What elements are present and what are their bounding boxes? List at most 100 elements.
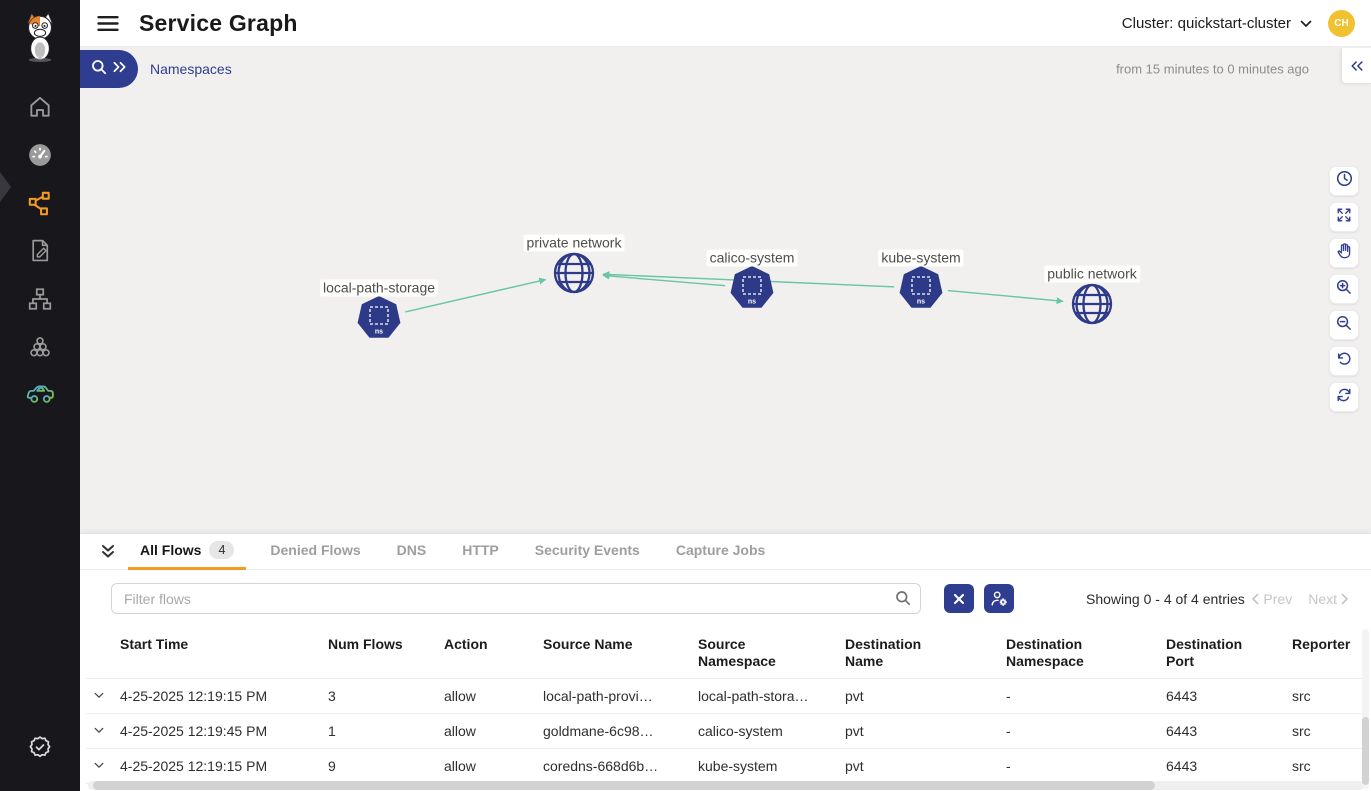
sidebar-item-network[interactable] <box>16 277 64 325</box>
tab-capture-jobs[interactable]: Capture Jobs <box>664 534 777 570</box>
expand-row-chevron-icon[interactable] <box>94 691 104 700</box>
customize-columns-button[interactable] <box>984 584 1014 613</box>
sidebar-nav <box>16 85 64 421</box>
graph-node-label-private-network[interactable]: private network <box>523 234 625 252</box>
cell-destination-name: pvt <box>837 748 998 784</box>
search-icon <box>91 59 107 80</box>
tab-denied-flows[interactable]: Denied Flows <box>258 534 372 570</box>
filter-flows-input[interactable] <box>111 583 921 614</box>
cell-reporter: src <box>1284 713 1366 749</box>
refresh-icon <box>1336 387 1352 408</box>
zoom-out-button[interactable] <box>1329 310 1359 340</box>
service-graph-icon <box>27 190 53 221</box>
tab-dns[interactable]: DNS <box>385 534 439 570</box>
next-page-button[interactable]: Next <box>1308 591 1349 607</box>
pagination: Prev Next <box>1251 591 1349 607</box>
pan-icon <box>1336 242 1352 264</box>
horizontal-scrollbar-thumb[interactable] <box>93 781 1155 790</box>
sidebar-footer <box>0 725 80 773</box>
cell-destination-name: pvt <box>837 678 998 714</box>
cell-action: allow <box>436 713 535 749</box>
graph-node-public-network[interactable] <box>1070 282 1114 326</box>
sidebar-item-badge-check[interactable] <box>16 725 64 773</box>
cell-reporter: src <box>1284 678 1366 714</box>
clear-filter-button[interactable] <box>944 584 974 613</box>
column-header-destination-port[interactable]: Destination Port <box>1158 626 1284 679</box>
expand-row-chevron-icon[interactable] <box>94 761 104 770</box>
network-icon <box>27 287 53 316</box>
zoom-out-icon <box>1336 315 1352 336</box>
cell-destination-port: 6443 <box>1158 748 1284 784</box>
graph-node-calico-system[interactable]: ns <box>730 266 774 310</box>
undo-button[interactable] <box>1329 346 1359 376</box>
expand-right-panel-button[interactable] <box>1341 48 1371 84</box>
tab-badge: 4 <box>209 541 235 559</box>
pan-button[interactable] <box>1329 238 1359 268</box>
cell-source-name: local-path-provi… <box>535 678 690 714</box>
tab-label: Denied Flows <box>270 542 361 558</box>
cell-action: allow <box>436 748 535 784</box>
search-icon <box>895 590 911 611</box>
column-header-destination-namespace[interactable]: Destination Namespace <box>998 626 1158 679</box>
prev-page-button[interactable]: Prev <box>1251 591 1292 607</box>
zoom-in-icon <box>1336 279 1352 300</box>
table-row: 4-25-2025 12:19:45 PM 1 allow goldmane-6c98… <box>86 713 1366 749</box>
graph-node-label-kube-system[interactable]: kube-system <box>878 249 964 267</box>
tab-label: Capture Jobs <box>675 542 766 558</box>
cell-start-time: 4-25-2025 12:19:15 PM <box>112 748 320 784</box>
svg-text:ns: ns <box>375 329 383 336</box>
car-icon <box>26 383 55 411</box>
graph-node-label-calico-system[interactable]: calico-system <box>706 249 798 267</box>
cell-destination-namespace: - <box>998 748 1158 784</box>
breadcrumb[interactable]: Namespaces <box>150 60 232 77</box>
sidebar-item-policies[interactable] <box>16 229 64 277</box>
flows-filter-row: Showing 0 - 4 of 4 entries Prev Next <box>80 570 1371 614</box>
graph-node-kube-system[interactable]: ns <box>899 266 943 310</box>
refresh-button[interactable] <box>1329 382 1359 412</box>
column-header-reporter[interactable]: Reporter <box>1284 626 1366 679</box>
top-header: Service Graph Cluster: quickstart-cluste… <box>80 0 1371 47</box>
expand-row-chevron-icon[interactable] <box>94 726 104 735</box>
graph-node-local-path-storage[interactable]: ns <box>357 296 401 340</box>
sidebar-item-service-graph[interactable] <box>16 181 64 229</box>
cell-source-name: goldmane-6c98… <box>535 713 690 749</box>
clock-button[interactable] <box>1329 166 1359 196</box>
graph-search-button[interactable] <box>80 50 138 88</box>
tab-all-flows[interactable]: All Flows 4 <box>128 534 247 570</box>
service-graph-canvas[interactable]: ns local-path-storage private network ns cal… <box>80 90 1371 533</box>
sidebar-item-clusters[interactable] <box>16 325 64 373</box>
cell-destination-name: pvt <box>837 713 998 749</box>
column-header-start-time[interactable]: Start Time <box>112 626 320 679</box>
dashboard-icon <box>27 142 53 173</box>
zoom-in-button[interactable] <box>1329 274 1359 304</box>
cell-action: allow <box>436 678 535 714</box>
horizontal-scrollbar[interactable] <box>88 781 1364 790</box>
svg-text:ns: ns <box>748 299 756 306</box>
hamburger-menu-icon[interactable] <box>97 15 119 32</box>
vertical-scrollbar-thumb[interactable] <box>1362 717 1369 785</box>
column-header-source-name[interactable]: Source Name <box>535 626 690 679</box>
graph-node-label-public-network[interactable]: public network <box>1044 265 1140 283</box>
avatar[interactable]: CH <box>1328 9 1355 37</box>
graph-node-private-network[interactable] <box>552 251 596 295</box>
expand-button[interactable] <box>1329 202 1359 232</box>
vertical-scrollbar[interactable] <box>1362 629 1369 789</box>
sidebar-item-car[interactable] <box>16 373 64 421</box>
tab-security-events[interactable]: Security Events <box>523 534 652 570</box>
column-header-source-namespace[interactable]: Source Namespace <box>690 626 837 679</box>
tab-label: HTTP <box>462 542 499 558</box>
cluster-selector[interactable]: Cluster: quickstart-cluster <box>1122 15 1312 32</box>
column-header-num-flows[interactable]: Num Flows <box>320 626 436 679</box>
cell-num-flows: 1 <box>320 713 436 749</box>
sidebar-item-dashboard[interactable] <box>16 133 64 181</box>
tab-http[interactable]: HTTP <box>450 534 511 570</box>
column-header-action[interactable]: Action <box>436 626 535 679</box>
flows-table: Start Time Num Flows Action Source Name Sour… <box>86 626 1366 784</box>
double-chevron-down-icon[interactable] <box>96 544 120 559</box>
next-label: Next <box>1308 590 1337 607</box>
column-header-destination-name[interactable]: Destination Name <box>837 626 998 679</box>
calico-cat-logo[interactable] <box>19 11 61 67</box>
graph-node-label-local-path-storage[interactable]: local-path-storage <box>319 279 439 297</box>
sidebar-item-home[interactable] <box>16 85 64 133</box>
